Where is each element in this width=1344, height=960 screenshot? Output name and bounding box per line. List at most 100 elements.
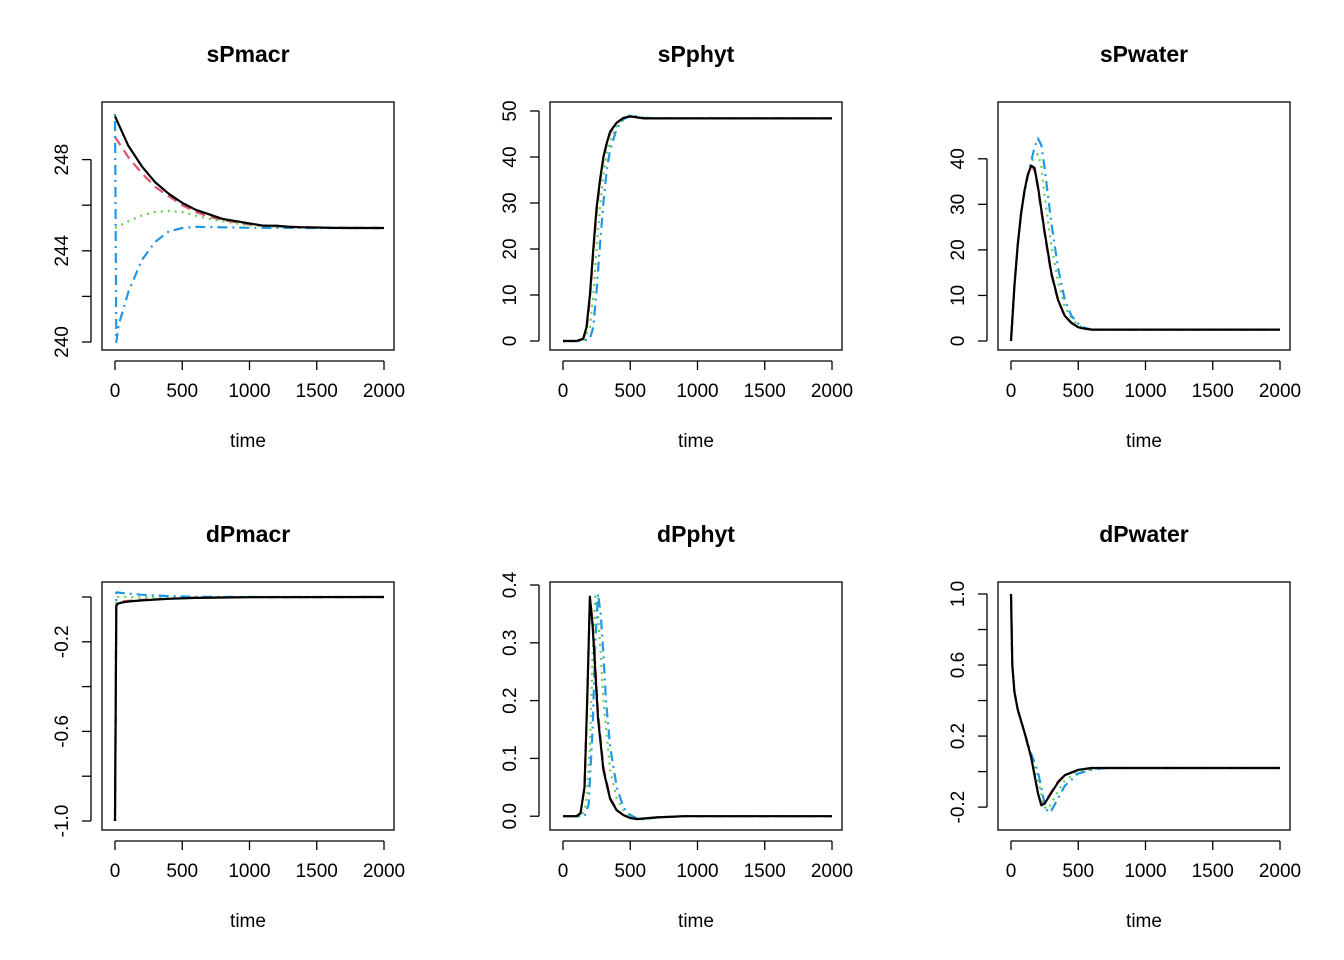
x-tick-label: 2000 [811,381,853,402]
y-tick-label: 20 [500,238,521,259]
x-tick-label: 500 [1062,861,1094,882]
x-tick-label: 0 [558,381,569,402]
y-tick-label: -1.0 [52,805,73,838]
x-tick-label: 1000 [676,381,718,402]
x-tick-label: 2000 [811,861,853,882]
y-tick-label: -0.2 [948,791,969,824]
y-tick-label: 0 [948,336,969,347]
series-line [563,114,832,343]
x-tick-label: 0 [1006,381,1017,402]
y-tick-label: 1.0 [948,581,969,607]
y-tick-label: 40 [948,148,969,169]
y-tick-label: -0.6 [52,715,73,748]
x-tick-label: 0 [1006,861,1017,882]
x-tick-label: 1000 [676,861,718,882]
x-tick-label: 500 [166,861,198,882]
series-line [1009,593,1280,807]
x-tick-label: 1500 [1192,381,1234,402]
panel-title: dPphyt [657,521,735,547]
series-line [563,115,832,343]
x-tick-label: 1500 [744,861,786,882]
plot-frame [549,101,843,351]
x-tick-label: 2000 [363,861,405,882]
x-tick-label: 0 [110,861,121,882]
panel-title: dPwater [1099,521,1189,547]
series-line [113,115,384,230]
y-tick-label: 10 [500,284,521,305]
series-line [1009,593,1280,814]
panel-sPmacr: sPmacr 0 500 1000 1500 2000 time 240 244 248 [52,41,405,452]
x-tick-label: 500 [1062,381,1094,402]
x-tick-label: 2000 [363,381,405,402]
x-tick-label: 500 [166,381,198,402]
x-tick-label: 1500 [296,861,338,882]
y-tick-label: 0 [500,336,521,347]
panel-dPphyt: dPphyt 0 500 1000 1500 2000 time 0.0 0.1 0.2 0.3 0.… [500,521,853,932]
plot-frame [997,581,1291,831]
series-line [1009,164,1280,342]
series-line [114,136,385,230]
plot-frame [549,581,843,831]
series-line [563,115,832,343]
panel-title: dPmacr [206,521,290,547]
x-tick-label: 1000 [228,381,270,402]
x-tick-label: 1500 [744,381,786,402]
y-tick-label: 0.2 [500,687,521,713]
x-axis-label: time [230,431,266,452]
series-line [113,595,385,822]
x-axis-label: time [678,431,714,452]
panel-sPwater: sPwater 0 500 1000 1500 2000 time 0 10 20 30 40 [948,41,1301,452]
series-line [113,595,384,822]
x-axis-label: time [1126,431,1162,452]
y-tick-label: 10 [948,285,969,306]
y-tick-label: 0.0 [500,803,521,829]
series-line [1009,593,1280,806]
panel-dPmacr: dPmacr 0 500 1000 1500 2000 time -1.0 -0.6 -0.2 [52,521,405,932]
y-tick-label: 30 [500,192,521,213]
panel-title: sPphyt [658,41,735,67]
x-tick-label: 500 [614,861,646,882]
x-tick-label: 1000 [1124,381,1166,402]
y-tick-label: 248 [52,144,73,176]
series-line [113,591,384,822]
series-line [1009,164,1280,342]
y-tick-label: 0.1 [500,745,521,771]
x-axis-label: time [1126,911,1162,932]
x-tick-label: 2000 [1259,381,1301,402]
x-tick-label: 1000 [1124,861,1166,882]
y-tick-label: 50 [500,100,521,121]
series-line [563,598,832,821]
series-line [563,114,832,343]
x-tick-label: 500 [614,381,646,402]
panel-title: sPmacr [206,41,289,67]
series-line [563,595,832,821]
y-tick-label: 244 [52,235,73,267]
y-tick-label: 0.3 [500,630,521,656]
series-line [1009,153,1280,342]
series-line [1009,593,1280,810]
plot-frame [997,101,1291,351]
series-line [113,595,385,822]
y-tick-label: 30 [948,194,969,215]
y-tick-label: -0.2 [52,625,73,658]
series-line [563,592,832,821]
panel-dPwater: dPwater 0 500 1000 1500 2000 time -0.2 0.2 0.6 1.0 [948,521,1301,932]
plot-frame [101,581,395,831]
x-axis-label: time [678,911,714,932]
panel-sPphyt: sPphyt 0 500 1000 1500 2000 time 0 10 20 30 40 50 [500,41,853,452]
series-line [1009,137,1280,342]
series-line [113,113,384,344]
y-tick-label: 0.6 [948,652,969,678]
x-tick-label: 2000 [1259,861,1301,882]
y-tick-label: 240 [52,326,73,358]
y-tick-label: 40 [500,146,521,167]
series-line [563,595,832,821]
panel-title: sPwater [1100,41,1188,67]
x-tick-label: 0 [558,861,569,882]
y-tick-label: 0.4 [500,571,521,598]
x-tick-label: 1500 [296,381,338,402]
y-tick-label: 20 [948,239,969,260]
x-tick-label: 1500 [1192,861,1234,882]
x-tick-label: 0 [110,381,121,402]
